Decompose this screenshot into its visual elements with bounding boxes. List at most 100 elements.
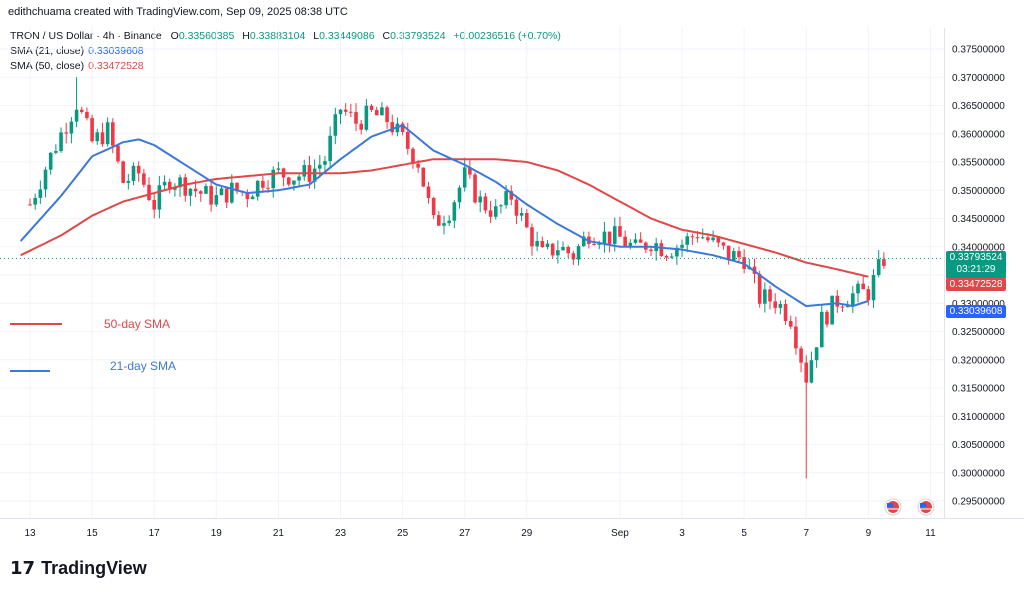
candle-body [468,167,472,175]
candle [54,144,58,155]
candle-body [338,109,343,115]
x-tick-label: 25 [397,528,409,539]
candle [48,152,53,175]
sma21-legend-value: 0.33039608 [88,45,144,57]
candle-body [457,187,462,203]
x-tick-label: 7 [803,528,809,539]
candle [571,250,576,265]
candle-body [778,304,783,308]
candle-body [219,188,224,196]
candle-body [100,132,105,145]
candle [561,241,565,251]
candle-body [230,182,234,203]
candle-body [204,186,208,194]
candle [338,108,343,125]
candle [783,299,788,325]
candle [79,106,84,114]
candle [757,270,762,308]
sma21-legend-name: SMA (21, close) [10,45,85,57]
sma50-legend[interactable]: SMA (50, close) 0.33472528 [10,60,144,72]
candle [105,117,110,147]
candle [509,185,514,206]
y-tick-label: 0.34000000 [952,242,1005,253]
y-tick-label: 0.29500000 [952,497,1005,508]
candle-body [561,246,565,251]
candle-body [79,109,84,112]
candle-body [380,107,384,116]
candle-body [861,283,865,290]
candle [535,231,539,251]
candle-body [271,169,276,189]
candle [333,107,338,145]
candle-body [416,163,420,168]
candle-body [830,295,834,325]
x-tick-label: 11 [925,528,936,539]
candle [473,172,477,204]
candle [173,183,177,197]
candle [664,254,669,261]
candle [763,282,767,313]
candle [142,168,146,188]
candle-body [64,132,69,134]
candle [737,246,741,263]
candle-body [255,180,260,197]
tradingview-logo[interactable]: 17 TradingView [10,558,147,579]
candle [90,114,94,143]
candle [628,239,633,250]
candle-body [737,251,741,258]
candle-body [876,259,881,275]
y-tick-label: 0.34500000 [952,214,1005,225]
candle-body [209,186,213,205]
y-tick-label: 0.31500000 [952,384,1005,395]
us-flag-event-icon-2[interactable] [917,498,935,516]
candle-body [369,105,374,110]
candle-body [43,169,48,190]
candle-body [178,177,182,188]
symbol-title[interactable]: TRON / US Dollar · 4h · Binance [10,30,162,42]
candle [447,215,451,226]
candle-body [333,114,338,136]
sma21-legend[interactable]: SMA (21, close) 0.33039608 [10,45,144,57]
x-tick-label: 9 [866,528,872,539]
candle-body [856,283,860,294]
candle-body [612,226,617,244]
candle-body [519,213,524,216]
candle [276,161,281,173]
candle-body [250,196,255,200]
x-tick-label: 3 [679,528,685,539]
candle-body [183,177,188,196]
candle [690,233,695,246]
candle-body [809,360,814,383]
candle [271,166,276,198]
time-axis[interactable]: 13 15 17 19 21 23 25 27 29 Sep 3 5 7 9 11 [24,528,936,539]
open-label: O [170,30,179,42]
candle-body [152,199,156,210]
candle [840,304,845,312]
low-label: L [313,30,320,42]
candle-body [261,180,265,188]
us-flag-event-icon[interactable] [884,498,902,516]
candle [819,305,824,348]
candle-body [328,135,332,162]
x-tick-label: 23 [335,528,347,539]
low-value: 0.33449086 [319,30,375,42]
candle-body [426,186,431,198]
candle [28,198,32,206]
candle-body [167,181,172,190]
candle-body [525,213,529,228]
candle [219,186,224,196]
candle [773,293,777,314]
candle-body [499,205,503,207]
sma50-annotation: 50-day SMA [104,317,170,331]
candle-body [245,192,250,200]
candle [302,159,307,181]
candle [618,216,622,237]
candle [354,103,358,132]
candle-body [825,311,829,325]
close-label: C [382,30,391,42]
candle [778,300,783,315]
y-tick-label: 0.33000000 [952,299,1005,310]
candle [292,180,296,191]
y-tick-label: 0.37000000 [952,73,1005,84]
